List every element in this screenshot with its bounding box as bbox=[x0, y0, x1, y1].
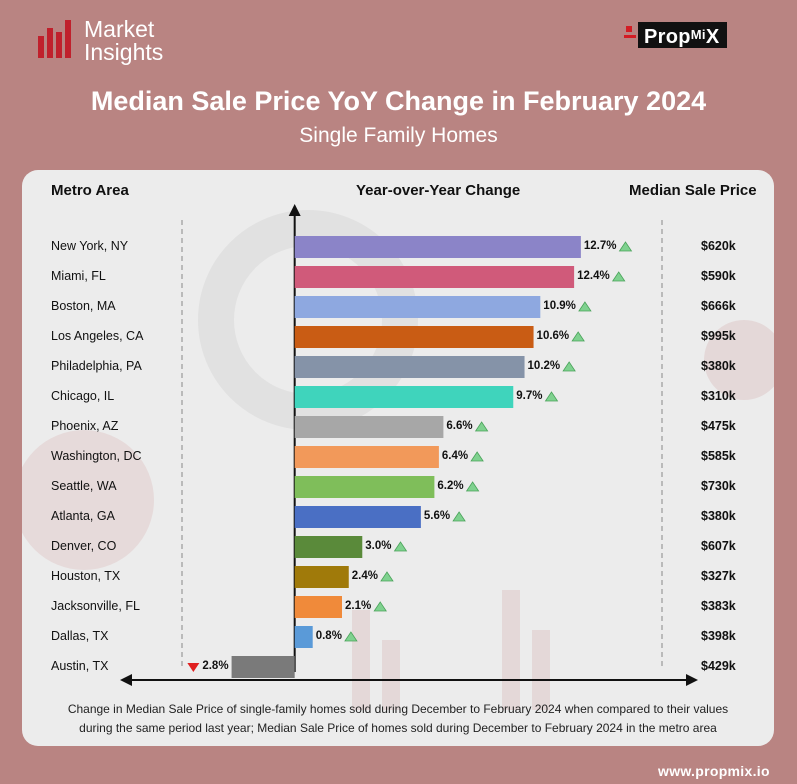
metro-area-label: Miami, FL bbox=[51, 269, 106, 283]
median-price-value: $620k bbox=[701, 239, 736, 253]
yoy-value-label: 5.6% bbox=[423, 510, 451, 522]
yoy-value-label: 6.4% bbox=[441, 450, 469, 462]
yoy-value-label: 6.2% bbox=[437, 480, 464, 492]
down-arrow-icon bbox=[187, 663, 200, 672]
bar bbox=[294, 506, 421, 528]
bar bbox=[294, 326, 534, 348]
footnote: Change in Median Sale Price of single-fa… bbox=[22, 700, 774, 738]
bar-chart bbox=[120, 204, 698, 686]
median-price-value: $475k bbox=[701, 419, 736, 433]
up-arrow-icon bbox=[373, 601, 387, 612]
median-price-value: $310k bbox=[701, 389, 736, 403]
footnote-line-1: Change in Median Sale Price of single-fa… bbox=[67, 702, 729, 716]
up-arrow-icon bbox=[578, 301, 592, 312]
x-axis-left-arrow-icon bbox=[120, 674, 132, 686]
up-arrow-icon bbox=[470, 451, 484, 462]
median-price-value: $585k bbox=[701, 449, 736, 463]
yoy-value-label: 6.6% bbox=[446, 420, 473, 432]
bar-chart-logo-icon bbox=[36, 20, 78, 62]
up-arrow-icon bbox=[474, 421, 489, 432]
bar bbox=[294, 266, 575, 288]
brand-part-3: X bbox=[705, 26, 720, 48]
up-arrow-icon bbox=[562, 361, 576, 372]
bar bbox=[294, 386, 514, 408]
median-price-value: $398k bbox=[701, 629, 736, 643]
median-price-header: Median Sale Price bbox=[629, 182, 757, 199]
brand-part-2: Mi bbox=[690, 27, 706, 42]
median-price-value: $666k bbox=[701, 299, 736, 313]
up-arrow-icon bbox=[380, 571, 394, 582]
up-arrow-icon bbox=[452, 511, 466, 522]
median-price-value: $327k bbox=[701, 569, 736, 583]
yoy-value-label: 0.8% bbox=[315, 630, 342, 642]
footnote-line-2: during the same period last year; Median… bbox=[79, 721, 717, 735]
metro-area-label: Austin, TX bbox=[51, 659, 109, 673]
logo-line-1: Market bbox=[84, 16, 155, 42]
median-price-value: $995k bbox=[701, 329, 736, 343]
yoy-change-header: Year-over-Year Change bbox=[356, 182, 521, 199]
bar bbox=[231, 656, 295, 678]
up-arrow-icon bbox=[544, 391, 559, 402]
y-axis-arrow-icon bbox=[288, 204, 301, 216]
bar bbox=[294, 446, 439, 468]
bar bbox=[294, 626, 313, 648]
yoy-value-label: 10.6% bbox=[536, 330, 570, 342]
metro-area-label: Denver, CO bbox=[51, 539, 117, 553]
yoy-value-label: 12.7% bbox=[583, 240, 617, 252]
bar bbox=[294, 566, 349, 588]
metro-area-label: Phoenix, AZ bbox=[51, 419, 119, 433]
chart-subtitle: Single Family Homes bbox=[299, 124, 498, 147]
propmix-logo: PropMiX bbox=[624, 22, 764, 48]
median-price-value: $383k bbox=[701, 599, 736, 613]
yoy-value-label: 12.4% bbox=[577, 270, 610, 282]
background-decoration bbox=[22, 210, 774, 710]
metro-area-header: Metro Area bbox=[51, 182, 129, 199]
bar bbox=[294, 476, 435, 498]
market-insights-logo: Market Insights bbox=[36, 18, 163, 64]
bar bbox=[294, 536, 363, 558]
yoy-value-label: 2.1% bbox=[345, 600, 372, 612]
metro-area-label: Boston, MA bbox=[51, 299, 116, 313]
metro-area-label: Dallas, TX bbox=[51, 629, 109, 643]
median-price-value: $590k bbox=[701, 269, 736, 283]
yoy-value-label: 2.4% bbox=[351, 570, 378, 582]
chart-title: Median Sale Price YoY Change in February… bbox=[90, 86, 707, 116]
metro-area-label: Atlanta, GA bbox=[51, 509, 115, 523]
bar bbox=[294, 356, 525, 378]
metro-area-label: Jacksonville, FL bbox=[51, 599, 140, 613]
yoy-value-label: 3.0% bbox=[365, 540, 392, 552]
yoy-value-label: 2.8% bbox=[202, 660, 229, 672]
bar bbox=[294, 296, 541, 318]
up-arrow-icon bbox=[344, 631, 358, 642]
median-price-value: $607k bbox=[701, 539, 736, 553]
brand-part-1: Prop bbox=[644, 26, 691, 48]
up-arrow-icon bbox=[571, 331, 585, 342]
x-axis-right-arrow-icon bbox=[686, 674, 698, 686]
up-arrow-icon bbox=[611, 271, 626, 282]
bar bbox=[294, 596, 342, 618]
yoy-value-label: 10.2% bbox=[527, 360, 561, 372]
up-arrow-icon bbox=[618, 241, 633, 252]
metro-area-label: New York, NY bbox=[51, 239, 129, 253]
median-price-value: $380k bbox=[701, 359, 736, 373]
median-price-value: $730k bbox=[701, 479, 736, 493]
up-arrow-icon bbox=[465, 481, 480, 492]
chart-card: Metro Area Year-over-Year Change Median … bbox=[22, 170, 774, 746]
yoy-value-label: 10.9% bbox=[543, 300, 576, 312]
up-arrow-icon bbox=[393, 541, 408, 552]
website-link[interactable]: www.propmix.io bbox=[658, 763, 770, 779]
bar bbox=[294, 236, 581, 258]
metro-area-label: Philadelphia, PA bbox=[51, 359, 142, 373]
metro-area-label: Seattle, WA bbox=[51, 479, 117, 493]
median-price-value: $429k bbox=[701, 659, 736, 673]
bar bbox=[294, 416, 444, 438]
median-price-value: $380k bbox=[701, 509, 736, 523]
metro-area-label: Houston, TX bbox=[51, 569, 121, 583]
metro-area-label: Chicago, IL bbox=[51, 389, 115, 403]
metro-area-label: Los Angeles, CA bbox=[51, 329, 144, 343]
logo-line-2: Insights bbox=[84, 39, 164, 65]
yoy-value-label: 9.7% bbox=[516, 390, 543, 402]
brand-mark-icon bbox=[624, 22, 638, 48]
metro-area-label: Washington, DC bbox=[51, 449, 142, 463]
